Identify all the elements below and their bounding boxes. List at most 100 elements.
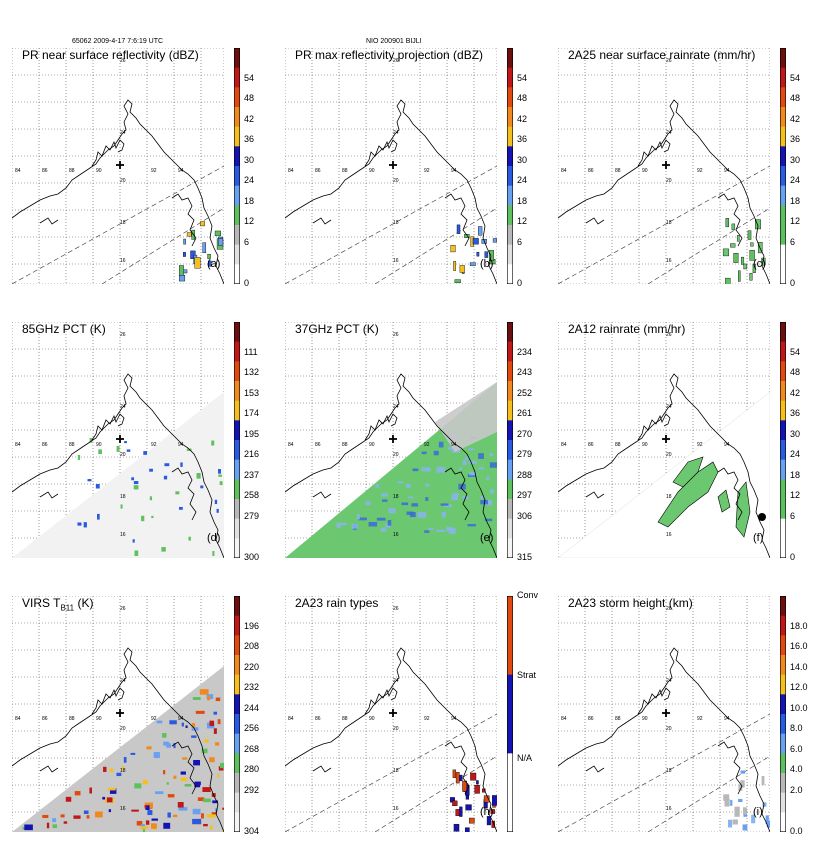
location-cross-icon <box>662 161 670 169</box>
colorbar-segment <box>234 655 240 675</box>
colorbar-tick-label: 12 <box>790 490 800 500</box>
lon-tick-label: 86 <box>588 716 594 722</box>
lat-tick-label: 20 <box>393 178 399 184</box>
colorbar-segment <box>234 460 240 480</box>
lon-tick-label: 90 <box>96 442 102 448</box>
lat-tick-label: 18 <box>393 220 399 226</box>
colorbar-segment <box>234 68 240 88</box>
lat-tick-label: 16 <box>393 806 399 812</box>
lon-tick-label: 92 <box>697 716 703 722</box>
coastline <box>285 648 497 832</box>
colorbar-segment <box>507 146 513 166</box>
colorbar-tick-label: 36 <box>517 134 527 144</box>
colorbar-tick-label: 315 <box>517 552 532 562</box>
panel-label: (c) <box>753 258 766 270</box>
colorbar-segment <box>780 616 786 636</box>
lat-tick-label: 20 <box>666 726 672 732</box>
panel-label: (a) <box>207 258 220 270</box>
location-cross-icon <box>389 709 397 717</box>
lat-tick-label: 16 <box>666 532 672 538</box>
colorbar-tick-label: 306 <box>517 511 532 521</box>
colorbar-segment <box>234 479 240 499</box>
colorbar-tick-label: 12 <box>244 216 254 226</box>
lat-tick-label: 26 <box>393 606 399 612</box>
lat-tick-label: 26 <box>120 606 126 612</box>
lat-tick-label: 24 <box>120 404 126 410</box>
colorbar-segment <box>780 245 786 265</box>
colorbar-segment <box>507 264 513 284</box>
colorbar-tick-label: 174 <box>244 408 259 418</box>
colorbar-tick-label: 14.0 <box>790 662 808 672</box>
lon-tick-label: 94 <box>178 442 184 448</box>
colorbar-tick-label: 279 <box>244 511 259 521</box>
colorbar-segment <box>234 322 240 342</box>
lat-tick-label: 18 <box>666 494 672 500</box>
panel-label: (b) <box>480 258 493 270</box>
colorbar-tick-label: 196 <box>244 621 259 631</box>
colorbar-segment <box>507 753 513 832</box>
colorbar-segment <box>780 68 786 88</box>
lon-tick-label: 84 <box>561 716 567 722</box>
colorbar-tick-label: 48 <box>244 93 254 103</box>
colorbar-segment <box>234 714 240 734</box>
lat-tick-label: 26 <box>666 332 672 338</box>
lon-tick-label: 86 <box>315 716 321 722</box>
colorbar-segment <box>234 245 240 265</box>
location-cross-icon <box>116 161 124 169</box>
lon-tick-label: 94 <box>178 716 184 722</box>
colorbar-tick-label: 0.0 <box>790 826 803 836</box>
lon-tick-label: 94 <box>451 442 457 448</box>
lon-tick-label: 86 <box>42 716 48 722</box>
colorbar-tick-label: 54 <box>517 73 527 83</box>
colorbar-segment <box>780 773 786 793</box>
lat-tick-label: 18 <box>393 768 399 774</box>
colorbar-tick-label: 36 <box>244 134 254 144</box>
colorbar-tick-label: 30 <box>244 155 254 165</box>
lon-tick-label: 88 <box>615 442 621 448</box>
colorbar-tick-label: 36 <box>790 408 800 418</box>
colorbar-segment <box>507 245 513 265</box>
lat-tick-label: 18 <box>120 768 126 774</box>
lon-tick-label: 84 <box>15 168 21 174</box>
colorbar-segment <box>507 322 513 342</box>
colorbar-segment <box>780 655 786 675</box>
colorbar-segment <box>780 205 786 225</box>
lon-tick-label: 90 <box>369 716 375 722</box>
lon-tick-label: 92 <box>151 442 157 448</box>
colorbar-segment <box>780 87 786 107</box>
colorbar <box>234 322 240 558</box>
map-grid <box>285 596 497 832</box>
lat-tick-label: 26 <box>393 58 399 64</box>
colorbar-segment <box>507 48 513 68</box>
colorbar-segment <box>780 48 786 68</box>
colorbar-segment <box>234 616 240 636</box>
colorbar-segment <box>234 48 240 68</box>
colorbar-tick-label: 48 <box>517 93 527 103</box>
colorbar-tick-label: 195 <box>244 429 259 439</box>
lon-tick-label: 88 <box>69 716 75 722</box>
colorbar-tick-label: 18 <box>517 196 527 206</box>
colorbar-tick-label: 258 <box>244 490 259 500</box>
colorbar <box>780 322 786 558</box>
colorbar-segment <box>780 361 786 381</box>
colorbar-tick-label: 54 <box>790 73 800 83</box>
colorbar-tick-label: 244 <box>244 703 259 713</box>
lat-tick-label: 16 <box>120 806 126 812</box>
colorbar-segment <box>234 499 240 519</box>
lat-tick-label: 24 <box>393 130 399 136</box>
colorbar-segment <box>780 401 786 421</box>
lat-tick-label: 26 <box>666 58 672 64</box>
colorbar-tick-label: 234 <box>517 347 532 357</box>
lat-tick-label: 20 <box>393 726 399 732</box>
colorbar-tick-label: 18 <box>790 196 800 206</box>
colorbar-tick-label: 261 <box>517 408 532 418</box>
colorbar-segment <box>780 538 786 558</box>
colorbar-tick-label: 2.0 <box>790 785 803 795</box>
lon-tick-label: 90 <box>96 168 102 174</box>
